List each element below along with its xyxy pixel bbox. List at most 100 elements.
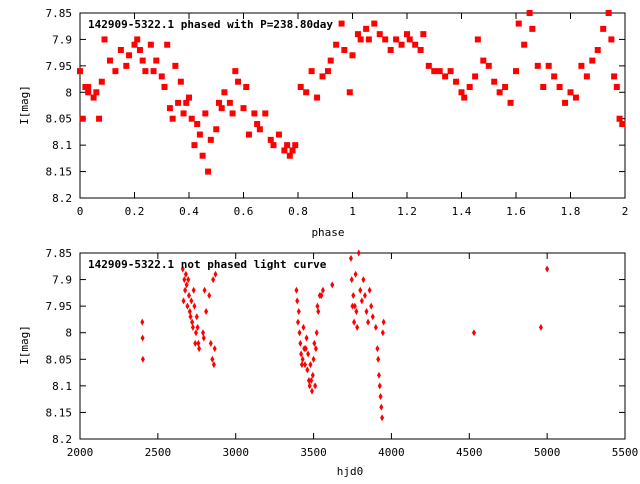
phased-data-point	[425, 62, 432, 69]
phased-data-point	[98, 78, 105, 85]
phased-data-point	[139, 57, 146, 64]
unphased-data-point	[183, 270, 188, 278]
unphased-data-point	[208, 339, 213, 347]
phased-data-point	[232, 68, 239, 75]
phased-data-point	[226, 99, 233, 106]
unphased-data-point	[301, 323, 306, 331]
phased-data-point	[267, 136, 274, 143]
unphased-data-point	[310, 387, 315, 395]
phased-data-point	[387, 47, 394, 53]
unphased-data-point	[195, 323, 200, 331]
phased-data-point	[112, 68, 119, 75]
phased-data-point	[147, 41, 154, 48]
phased-data-point	[540, 84, 547, 90]
unphased-data-point	[380, 414, 385, 422]
unphased-data-point	[309, 377, 314, 385]
unphased-data-point	[312, 339, 317, 347]
unphased-data-point	[190, 323, 195, 331]
phased-data-point	[289, 147, 296, 154]
phased-x-tick-label: 1.2	[397, 205, 417, 218]
phased-data-point	[333, 41, 340, 48]
phased-data-point	[205, 168, 212, 175]
unphased-data-point	[362, 292, 367, 300]
phased-data-point	[431, 68, 438, 75]
phased-data-point	[136, 47, 143, 53]
phased-data-point	[338, 20, 345, 27]
phased-x-tick-label: 1.8	[561, 205, 581, 218]
phased-x-tick-label: 1.6	[506, 205, 526, 218]
unphased-data-point	[353, 270, 358, 278]
phased-data-point	[292, 142, 299, 149]
unphased-data-point	[545, 265, 550, 273]
unphased-y-tick-label: 7.85	[46, 247, 73, 260]
phased-data-point	[126, 52, 133, 59]
phased-plot-frame	[79, 12, 626, 199]
phased-data-point	[96, 115, 103, 122]
phased-data-point	[619, 121, 626, 127]
phased-data-point	[123, 62, 130, 69]
phased-data-point	[472, 73, 479, 80]
unphased-x-axis-label: hjd0	[337, 465, 364, 478]
phased-data-point	[515, 20, 522, 27]
unphased-data-point	[294, 286, 299, 294]
unphased-data-point	[303, 361, 308, 369]
unphased-y-tick-label: 8.2	[52, 433, 72, 446]
phased-data-point	[534, 62, 541, 69]
unphased-data-point	[306, 350, 311, 358]
phased-y-tick-label: 8.15	[46, 166, 73, 179]
phased-data-point	[327, 57, 334, 64]
unphased-x-tick-label: 3000	[222, 446, 249, 459]
phased-data-point	[131, 41, 138, 48]
unphased-data-point	[306, 377, 311, 385]
unphased-data-point	[191, 286, 196, 294]
phased-data-point	[529, 25, 536, 32]
phased-data-point	[180, 110, 187, 117]
unphased-data-point	[350, 302, 355, 310]
unphased-data-point	[373, 323, 378, 331]
phased-data-point	[188, 115, 195, 122]
phased-data-point	[153, 57, 160, 64]
unphased-data-point	[361, 276, 366, 284]
phased-data-point	[177, 78, 184, 85]
unphased-data-point	[201, 334, 206, 342]
phased-y-tick-label: 8.1	[52, 139, 72, 152]
phased-data-point	[567, 89, 574, 96]
phased-data-point	[117, 47, 124, 53]
unphased-data-point	[204, 307, 209, 315]
phased-data-point	[589, 57, 596, 64]
phased-data-point	[357, 36, 364, 43]
phased-data-point	[562, 99, 569, 106]
phased-data-point	[507, 99, 514, 106]
unphased-data-point	[358, 286, 363, 294]
unphased-data-point	[376, 371, 381, 379]
unphased-data-point	[314, 329, 319, 337]
phased-data-point	[251, 110, 258, 117]
phased-data-point	[196, 131, 203, 138]
phased-data-point	[466, 84, 473, 90]
phased-x-tick-label: 0.4	[179, 205, 199, 218]
phased-data-point	[245, 131, 252, 138]
unphased-data-point	[356, 249, 361, 257]
phased-y-ticks: 7.85 7.9 7.95 8 8.05 8.1 8.15 8.2	[46, 7, 625, 205]
phased-data-point	[600, 25, 607, 32]
unphased-data-point	[140, 355, 145, 363]
phased-data-point	[175, 99, 182, 106]
unphased-data-point	[212, 345, 217, 353]
phased-data-point	[349, 52, 356, 59]
unphased-plot-frame	[79, 252, 626, 440]
phased-data-point	[85, 84, 92, 90]
unphased-data-point	[298, 339, 303, 347]
phased-data-point	[594, 47, 601, 53]
phased-data-point	[281, 147, 288, 154]
phased-data-point	[513, 68, 519, 75]
unphased-x-ticks: 2000 2500 3000 3500 4000 4500 5000 5500	[67, 253, 638, 459]
unphased-x-tick-label: 2500	[145, 446, 172, 459]
phased-data-point	[412, 41, 419, 48]
unphased-data-point	[316, 307, 321, 315]
phased-data-point	[608, 36, 615, 43]
phased-data-point	[142, 68, 149, 75]
unphased-data-point	[182, 276, 187, 284]
phased-data-point	[583, 73, 590, 80]
